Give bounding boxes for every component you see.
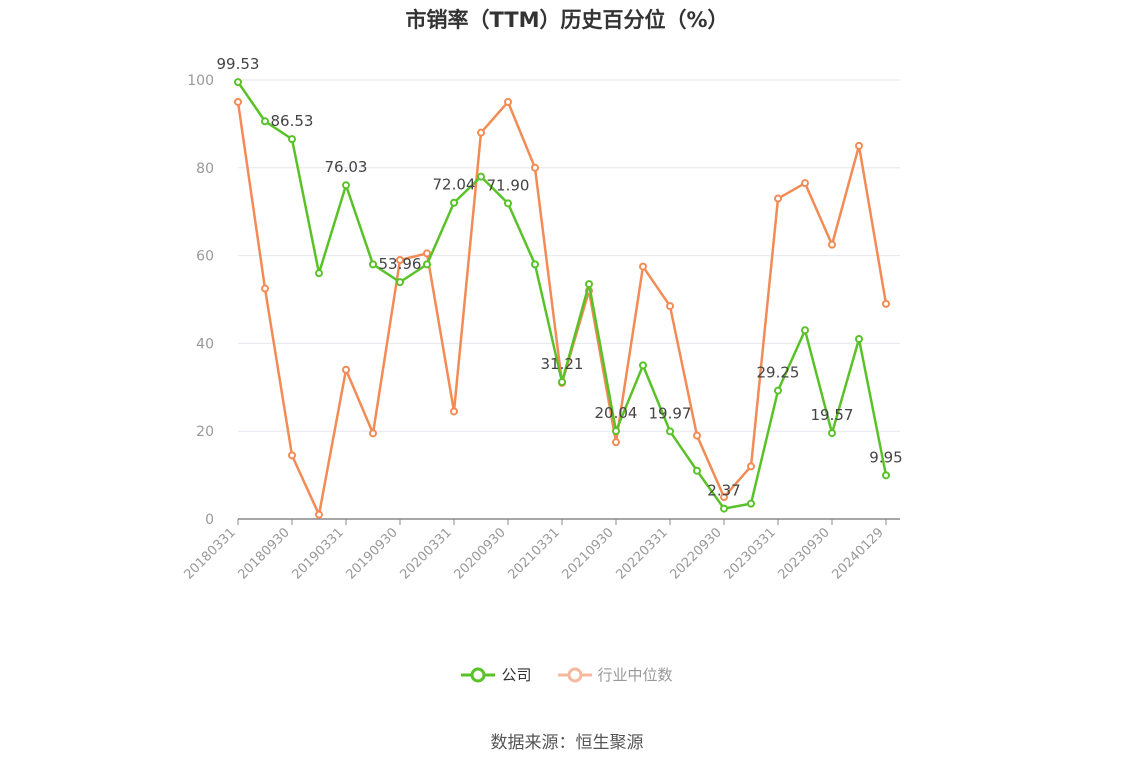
x-tick-label: 20190930 [343,525,400,582]
data-label: 99.53 [217,55,260,73]
data-point-industry [234,97,242,106]
data-point-industry [342,365,350,374]
data-point-company [477,172,485,181]
data-label: 31.21 [541,355,584,373]
x-tick-label: 20220331 [613,525,670,582]
data-point-industry [315,510,323,519]
data-point-company [585,280,593,289]
data-point-industry [774,194,782,203]
y-tick-label: 20 [196,424,214,440]
data-point-industry [855,141,863,150]
data-point-company [261,117,269,126]
data-point-industry [450,407,458,416]
data-point-industry [828,240,836,249]
series-line-company [236,81,888,510]
y-tick-label: 100 [187,73,214,89]
x-tick-label: 20220930 [667,525,724,582]
legend-item-company[interactable]: 公司 [461,664,532,685]
data-point-company [882,471,890,480]
data-point-company [423,260,431,269]
data-point-company [855,335,863,344]
x-tick-label: 20210331 [505,525,562,582]
data-point-industry [531,163,539,172]
data-point-company [396,278,404,287]
data-point-industry [720,493,728,502]
data-point-company [828,429,836,438]
legend-label-company: 公司 [501,666,532,684]
data-label: 29.25 [757,364,800,382]
x-tick-label: 20210930 [559,525,616,582]
data-point-industry [369,429,377,438]
x-tick-label: 20180331 [181,525,238,582]
data-point-industry [693,431,701,440]
x-tick-label: 20190331 [289,525,346,582]
data-point-industry [801,179,809,188]
data-point-industry [639,262,647,271]
data-point-company [639,361,647,370]
legend: 公司 行业中位数 [0,664,1134,685]
data-label: 19.97 [649,404,692,422]
data-source: 数据来源：恒生聚源 [490,733,644,753]
data-point-company [504,199,512,208]
data-label: 86.53 [271,112,314,130]
data-point-company [531,260,539,269]
x-tick-label: 20230930 [775,525,832,582]
data-label: 20.04 [595,404,638,422]
chart-title: 市销率（TTM）历史百分位（%） [405,8,729,32]
data-label: 72.04 [433,176,476,194]
data-point-industry [747,462,755,471]
data-label: 71.90 [487,176,530,194]
x-tick-label: 20240129 [829,525,886,582]
data-point-industry [423,249,431,258]
legend-item-industry[interactable]: 行业中位数 [557,664,673,685]
data-point-company [369,260,377,269]
y-tick-label: 80 [196,161,214,177]
data-point-company [315,269,323,278]
data-point-company [693,466,701,475]
data-point-industry [261,284,269,293]
data-point-company [558,377,566,386]
legend-line-circle-icon [461,667,496,682]
data-label: 9.95 [869,448,902,466]
data-point-company [288,135,296,144]
data-point-industry [288,451,296,460]
x-tick-label: 20230331 [721,525,778,582]
data-point-industry [612,438,620,447]
data-point-industry [882,299,890,308]
data-point-industry [666,302,674,311]
x-tick-label: 20180930 [235,525,292,582]
data-point-company [774,386,782,395]
data-point-company [450,198,458,207]
data-point-company [801,326,809,335]
data-point-company [747,499,755,508]
data-label: 76.03 [325,158,368,176]
data-label: 19.57 [811,406,854,424]
legend-line-circle-icon [557,667,592,682]
x-tick-label: 20200331 [397,525,454,582]
data-label: 53.96 [379,255,422,273]
data-point-company [720,504,728,513]
data-point-company [612,427,620,436]
data-label: 2.37 [707,482,740,500]
data-point-company [666,427,674,436]
x-tick-label: 20200930 [451,525,508,582]
y-tick-label: 0 [205,512,214,528]
y-tick-label: 40 [196,336,214,352]
data-point-industry [504,97,512,106]
y-tick-label: 60 [196,249,214,265]
legend-label-industry: 行业中位数 [597,666,673,684]
data-point-company [342,181,350,190]
data-point-company [234,78,242,87]
data-point-industry [396,255,404,264]
data-point-industry [477,128,485,137]
